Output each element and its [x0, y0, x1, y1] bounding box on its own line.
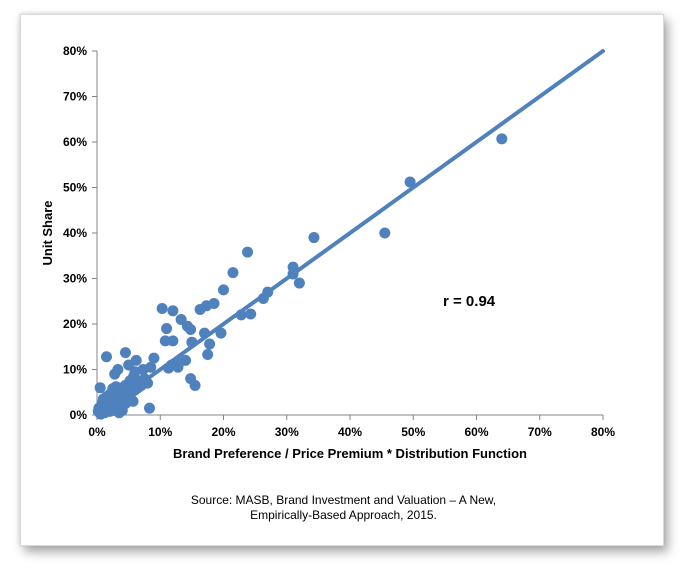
data-point: [161, 323, 173, 335]
chart-card: [20, 14, 664, 546]
x-tick-label: 60%: [464, 425, 488, 439]
data-point: [308, 232, 320, 244]
data-points: [92, 133, 508, 420]
y-tick-label: 20%: [63, 317, 87, 331]
data-point: [293, 277, 305, 289]
x-tick-label: 40%: [338, 425, 362, 439]
data-point: [242, 246, 254, 258]
data-point: [100, 351, 112, 363]
data-point: [94, 382, 106, 394]
y-tick-label: 60%: [63, 135, 87, 149]
data-point: [404, 176, 416, 188]
data-point: [172, 361, 184, 373]
data-point: [156, 303, 168, 315]
data-point: [113, 407, 125, 419]
data-point: [202, 348, 214, 360]
x-tick-label: 10%: [148, 425, 172, 439]
data-point: [215, 327, 227, 339]
data-point: [127, 395, 139, 407]
trend-line: [95, 49, 605, 417]
data-point: [119, 347, 131, 359]
data-point: [189, 379, 201, 391]
y-axis-title: Unit Share: [40, 200, 55, 265]
data-point: [185, 323, 197, 335]
data-point: [109, 368, 121, 380]
data-point: [218, 284, 229, 296]
x-tick-label: 0%: [88, 425, 106, 439]
x-axis-title: Brand Preference / Price Premium * Distr…: [173, 446, 527, 461]
x-tick-label: 50%: [401, 425, 425, 439]
data-point: [110, 381, 122, 393]
x-tick-label: 30%: [275, 425, 299, 439]
source-note: Source: MASB, Brand Investment and Valua…: [0, 493, 687, 523]
y-tick-label: 40%: [63, 226, 87, 240]
data-point: [245, 308, 257, 320]
data-point: [167, 305, 179, 317]
y-tick-label: 30%: [63, 272, 87, 286]
y-tick-label: 0%: [70, 408, 88, 422]
data-point: [194, 303, 206, 315]
axes: [92, 50, 604, 420]
data-point: [227, 267, 239, 279]
data-point: [159, 335, 171, 347]
y-tick-label: 50%: [63, 181, 87, 195]
y-tick-label: 10%: [63, 363, 87, 377]
source-line-2: Empirically-Based Approach, 2015.: [250, 508, 437, 522]
data-point: [167, 335, 179, 347]
y-tick-label: 80%: [63, 44, 87, 58]
data-point: [496, 133, 508, 145]
x-tick-label: 20%: [211, 425, 235, 439]
correlation-annotation: r = 0.94: [443, 293, 496, 310]
x-tick-label: 70%: [528, 425, 552, 439]
data-point: [148, 352, 160, 364]
y-tick-label: 70%: [63, 90, 87, 104]
data-point: [124, 375, 136, 387]
data-point: [143, 402, 155, 414]
source-line-1: Source: MASB, Brand Investment and Valua…: [190, 493, 497, 507]
data-point: [379, 227, 391, 239]
x-tick-label: 80%: [591, 425, 615, 439]
data-point: [204, 338, 216, 350]
tick-labels: 0% 10% 20% 30% 40% 50% 60% 70% 80% 0% 10% 20% 30% 40%…: [63, 44, 615, 439]
